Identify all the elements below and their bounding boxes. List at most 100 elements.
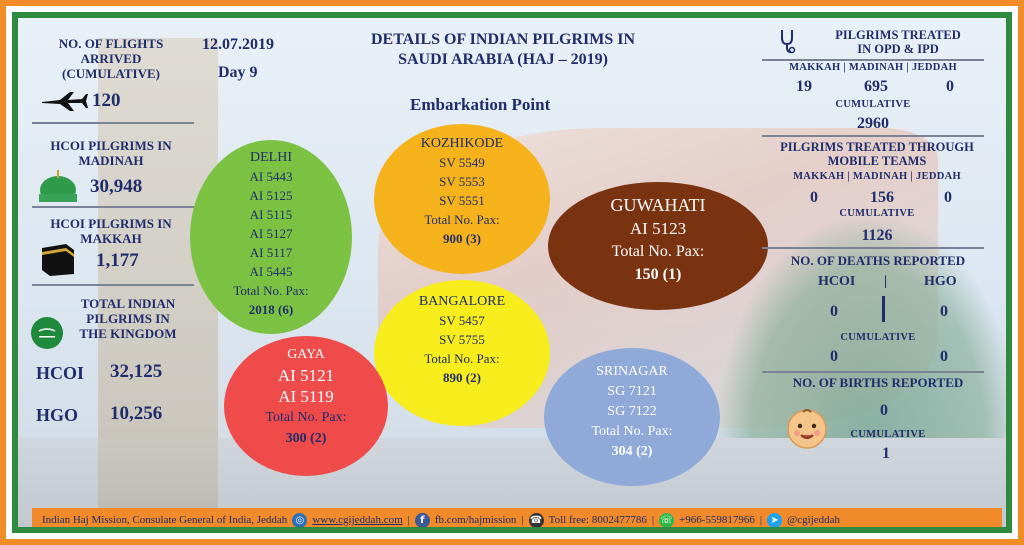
srinagar-city: SRINAGAR [596,364,668,379]
flight-code: SV 5755 [439,332,485,347]
opd-cumulative-label: CUMULATIVE [835,99,911,110]
mobile-cumulative: 1126 [861,227,893,244]
kozhikode-city: KOZHIKODE [420,136,504,151]
deaths-title: NO. OF DEATHS REPORTED [790,253,966,268]
divider [762,135,984,137]
flight-code: AI 5125 [249,188,293,203]
flight-code: SG 7122 [607,404,657,419]
opd-cities: MAKKAH | MADINAH | JEDDAH [789,62,957,73]
births-value: 0 [880,402,888,419]
footer-bar: Indian Haj Mission, Consulate General of… [32,508,1002,527]
flight-code: AI 5443 [249,169,293,184]
twitter-icon: ➤ [767,512,783,527]
whatsapp-icon: ☏ [659,512,675,527]
bangalore-bubble: BANGALORE SV 5457 SV 5755 Total No. Pax:… [374,280,550,426]
flight-code: AI 5121 [277,366,335,385]
mobile-teams-title: PILGRIMS TREATED THROUGH MOBILE TEAMS [780,140,974,168]
phone-icon: ☎ [528,512,544,527]
pax-label: Total No. Pax: [611,243,705,260]
deaths-cumulative-hcoi: 0 [830,348,838,365]
green-dome-icon [36,168,80,207]
pax-value: 890 (2) [443,370,481,385]
report-day: Day 9 [218,64,258,81]
deaths-hgo: 0 [940,303,948,320]
kozhikode-bubble: KOZHIKODE SV 5549 SV 5553 SV 5551 Total … [374,124,550,274]
pax-value: 300 (2) [285,431,327,446]
flight-code: AI 5115 [249,207,293,222]
divider [32,122,194,124]
hcoi-label: HCOI [36,363,85,383]
makkah-value: 1,177 [96,250,139,271]
pax-label: Total No. Pax: [265,410,347,425]
divider [762,371,984,373]
website-link[interactable]: www.cgijeddah.com [312,514,403,526]
pax-label: Total No. Pax: [424,212,500,227]
divider [32,284,194,286]
flight-code: SV 5551 [439,193,485,208]
saudi-flag-icon [30,316,64,355]
footer-separator: | [759,514,763,526]
flight-code: AI 5119 [278,387,334,406]
facebook-link[interactable]: fb.com/hajmission [434,514,517,526]
hgo-value: 10,256 [110,403,163,424]
deaths-divider: | [884,274,888,289]
tollfree-number[interactable]: Toll free: 8002477786 [548,514,647,526]
flight-code: AI 5445 [249,264,293,279]
mobile-madinah: 156 [870,189,894,206]
mobile-cumulative-label: CUMULATIVE [839,208,915,219]
bangalore-city: BANGALORE [418,294,506,309]
stethoscope-icon [778,28,796,59]
opd-jeddah: 0 [946,78,954,95]
flight-code: AI 5117 [249,245,293,260]
flight-code: SV 5457 [439,313,485,328]
pax-value: 2018 (6) [248,302,294,317]
guwahati-bubble: GUWAHATI AI 5123 Total No. Pax: 150 (1) [548,182,768,310]
embarkation-heading: Embarkation Point [410,95,551,114]
globe-icon: ◎ [292,512,308,527]
mobile-makkah: 0 [810,189,818,206]
flight-code: SV 5553 [439,174,485,189]
pax-value: 900 (3) [443,231,481,246]
pax-label: Total No. Pax: [424,351,500,366]
opd-madinah: 695 [864,78,888,95]
srinagar-bubble: SRINAGAR SG 7121 SG 7122 Total No. Pax: … [544,348,720,486]
page-title: DETAILS OF INDIAN PILGRIMS IN SAUDI ARAB… [370,31,636,68]
kaaba-icon [38,240,76,281]
footer-separator: | [521,514,524,526]
deaths-hcoi: 0 [830,303,838,320]
airplane-icon [40,90,88,117]
deaths-separator [882,296,885,322]
makkah-label: HCOI PILGRIMS IN MAKKAH [50,216,172,246]
pax-label: Total No. Pax: [233,283,309,298]
gaya-bubble: GAYA AI 5121 AI 5119 Total No. Pax: 300 … [224,336,388,476]
flight-code: SG 7121 [607,384,657,399]
flight-code: AI 5123 [629,219,687,238]
pax-value: 150 (1) [634,266,682,283]
gaya-city: GAYA [287,347,325,362]
opd-title: PILGRIMS TREATED IN OPD & IPD [835,28,961,56]
madinah-value: 30,948 [90,176,143,197]
baby-face-icon [786,408,828,455]
pax-label: Total No. Pax: [591,424,673,439]
footer-separator: | [651,514,655,526]
facebook-icon: f [414,512,430,527]
delhi-bubble: DELHI AI 5443 AI 5125 AI 5115 AI 5127 AI… [190,140,352,334]
opd-cumulative: 2960 [857,115,889,132]
divider [762,247,984,249]
flight-code: AI 5127 [249,226,293,241]
births-title: NO. OF BIRTHS REPORTED [792,375,964,390]
madinah-label: HCOI PILGRIMS IN MADINAH [50,138,172,168]
deaths-cumulative-hgo: 0 [940,348,948,365]
delhi-city: DELHI [250,150,292,165]
divider [762,59,984,61]
hcoi-value: 32,125 [110,361,163,382]
flights-label: NO. OF FLIGHTS ARRIVED (CUMULATIVE) [58,36,164,81]
whatsapp-number[interactable]: +966-559817966 [679,514,755,526]
mobile-jeddah: 0 [944,189,952,206]
mobile-cities: MAKKAH | MADINAH | JEDDAH [793,171,961,182]
births-cumulative-label: CUMULATIVE [850,429,926,440]
twitter-handle[interactable]: @cgijeddah [787,514,841,526]
mission-name: Indian Haj Mission, Consulate General of… [42,514,288,526]
pax-value: 304 (2) [611,444,653,459]
footer-separator: | [407,514,410,526]
